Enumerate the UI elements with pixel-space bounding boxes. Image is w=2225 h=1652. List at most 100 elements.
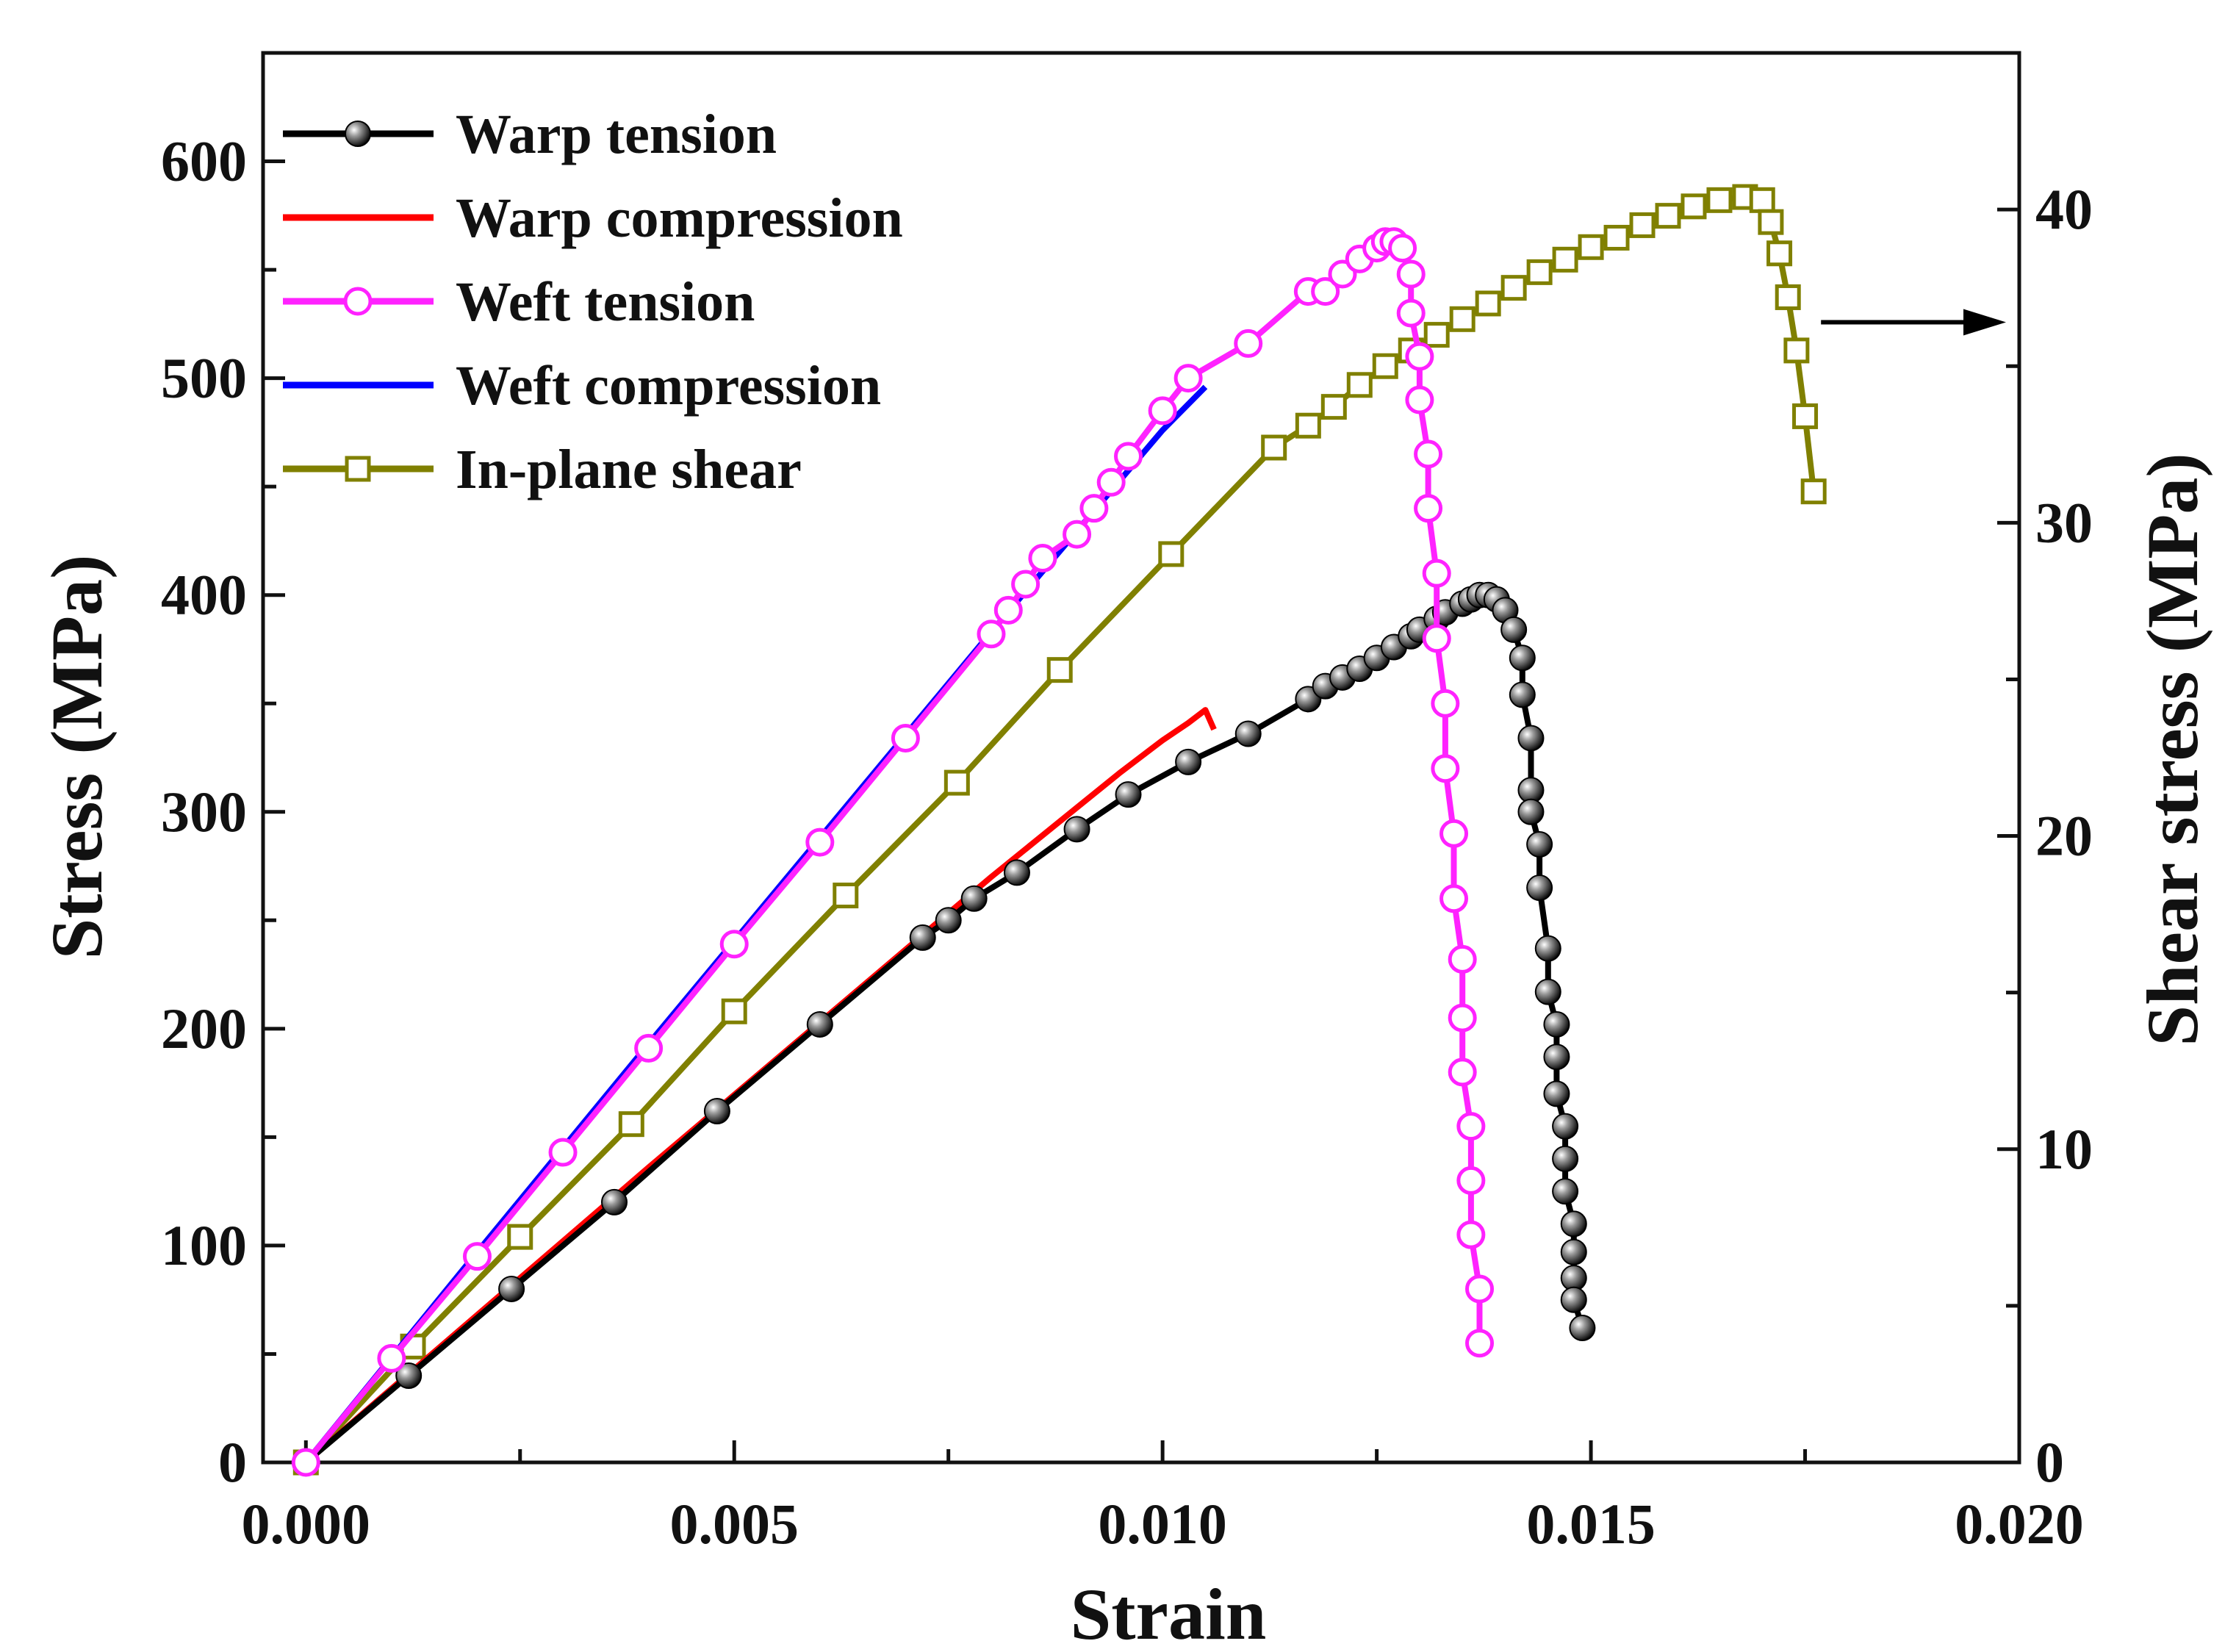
y2-tick-label: 40 [2035, 177, 2093, 241]
warp-tension-point [1517, 798, 1545, 825]
in-plane-shear-point [1800, 478, 1827, 505]
warp-tension-point [498, 1275, 525, 1302]
weft-tension-point [1234, 328, 1263, 358]
warp-tension-point [1534, 978, 1561, 1005]
weft-tension-point [377, 1343, 406, 1373]
weft-tension-point [1431, 689, 1460, 718]
in-plane-shear-point [1295, 412, 1321, 439]
warp-tension-point [1063, 816, 1090, 843]
weft-tension-point [462, 1242, 492, 1271]
weft-tension-point [891, 723, 920, 753]
warp-tension-point [1517, 725, 1545, 752]
plot-frame [261, 51, 2021, 1465]
weft-tension-point [1465, 1274, 1495, 1304]
in-plane-shear-point [1158, 541, 1185, 567]
warp-tension-point [703, 1097, 730, 1124]
weft-tension-point [1173, 364, 1203, 393]
in-plane-shear-point [1629, 212, 1656, 238]
y-tick-label: 600 [161, 129, 247, 193]
y2-axis-title: Shear stress (MPa) [2132, 453, 2213, 1046]
in-plane-shear-point [1046, 657, 1073, 683]
warp-tension-point [909, 924, 936, 951]
warp-tension-point [806, 1010, 833, 1038]
warp-tension-point [1003, 859, 1030, 886]
in-plane-shear-point [1261, 434, 1287, 461]
weft-tension-point [1114, 442, 1143, 471]
in-plane-shear-point [1500, 275, 1527, 301]
x-tick-label: 0.020 [1955, 1492, 2084, 1556]
warp-compression-line [303, 707, 1217, 1465]
in-plane-shear-point [507, 1224, 533, 1250]
in-plane-shear-point [1783, 337, 1810, 364]
warp-tension-point [1543, 1010, 1570, 1038]
warp-tension-point [1552, 1178, 1579, 1205]
y-tick-label: 0 [218, 1430, 247, 1494]
x-axis-title: Strain [1071, 1573, 1267, 1652]
weft-tension-point [1079, 494, 1109, 523]
legend-label: In-plane shear [456, 439, 802, 500]
legend-swatch-marker [345, 121, 371, 147]
weft-tension-point [719, 930, 749, 959]
in-plane-shear-point [1766, 240, 1793, 267]
weft-tension-point [1311, 277, 1340, 306]
weft-tension-point [1448, 1057, 1477, 1087]
warp-tension-point [935, 907, 962, 934]
warp-tension-point [1569, 1315, 1596, 1342]
warp-tension-point [1560, 1286, 1587, 1313]
in-plane-shear-point [1706, 187, 1733, 213]
in-plane-shear-point [721, 998, 747, 1024]
weft-tension-point [1028, 544, 1057, 573]
legend-item-warp-compression: Warp compression [283, 187, 903, 249]
y-tick-label: 400 [161, 563, 247, 627]
x-tick-label: 0.010 [1098, 1492, 1227, 1556]
shear-axis-arrow [1821, 309, 2006, 336]
in-plane-shear-point [1372, 353, 1398, 379]
in-plane-shear-point [1792, 403, 1819, 429]
x-tick-label: 0.015 [1526, 1492, 1656, 1556]
weft-tension-point [1456, 1220, 1486, 1249]
in-plane-shear-point [1475, 290, 1501, 317]
warp-tension-point [1509, 644, 1536, 672]
y2-tick-label: 20 [2035, 804, 2093, 868]
warp-tension-point [1500, 616, 1528, 643]
weft-tension-point [993, 595, 1023, 625]
series-warp-tension [292, 581, 1596, 1476]
x-axis: 0.000 0.005 0.010 0.015 0.020 [242, 1440, 2084, 1556]
y-axis-left: 0 100 200 300 400 500 600 [161, 51, 285, 1494]
warp-tension-point [1115, 781, 1142, 808]
warp-tension-point [1234, 720, 1262, 747]
in-plane-shear-point [1603, 224, 1630, 251]
weft-tension-point [1405, 342, 1434, 371]
weft-tension-point [1414, 439, 1443, 469]
weft-tension-point [1414, 494, 1443, 523]
legend-item-weft-tension: Weft tension [283, 271, 755, 333]
y-tick-label: 500 [161, 346, 247, 410]
warp-tension-point [601, 1188, 628, 1215]
warp-tension-point [1543, 1080, 1570, 1107]
warp-tension-point [1526, 875, 1553, 902]
legend-swatch-marker [345, 456, 371, 482]
in-plane-shear-point [943, 769, 970, 796]
in-plane-shear-point [1346, 372, 1373, 398]
in-plane-shear-point [1655, 203, 1681, 229]
weft-tension-point [1439, 819, 1469, 848]
warp-tension-point [1526, 831, 1553, 858]
legend-item-in-plane-shear: In-plane shear [283, 439, 802, 500]
weft-tension-point [1448, 1003, 1477, 1032]
in-plane-shear-point [833, 883, 859, 909]
warp-tension-point [1560, 1238, 1587, 1265]
legend-label: Warp tension [456, 104, 777, 165]
in-plane-shear-point [1681, 193, 1707, 220]
legend-swatch-marker [343, 287, 373, 316]
weft-tension-point [548, 1138, 578, 1167]
weft-tension-point [1405, 385, 1434, 414]
weft-tension-point [1456, 1166, 1486, 1195]
weft-tension-point [1422, 624, 1451, 653]
warp-tension-point [1560, 1210, 1587, 1238]
in-plane-shear-point [1423, 322, 1450, 348]
x-tick-label: 0.000 [242, 1492, 371, 1556]
weft-tension-point [1456, 1112, 1486, 1141]
y-axis-right: 0 10 20 30 40 [1997, 51, 2093, 1494]
weft-tension-point [805, 827, 835, 857]
